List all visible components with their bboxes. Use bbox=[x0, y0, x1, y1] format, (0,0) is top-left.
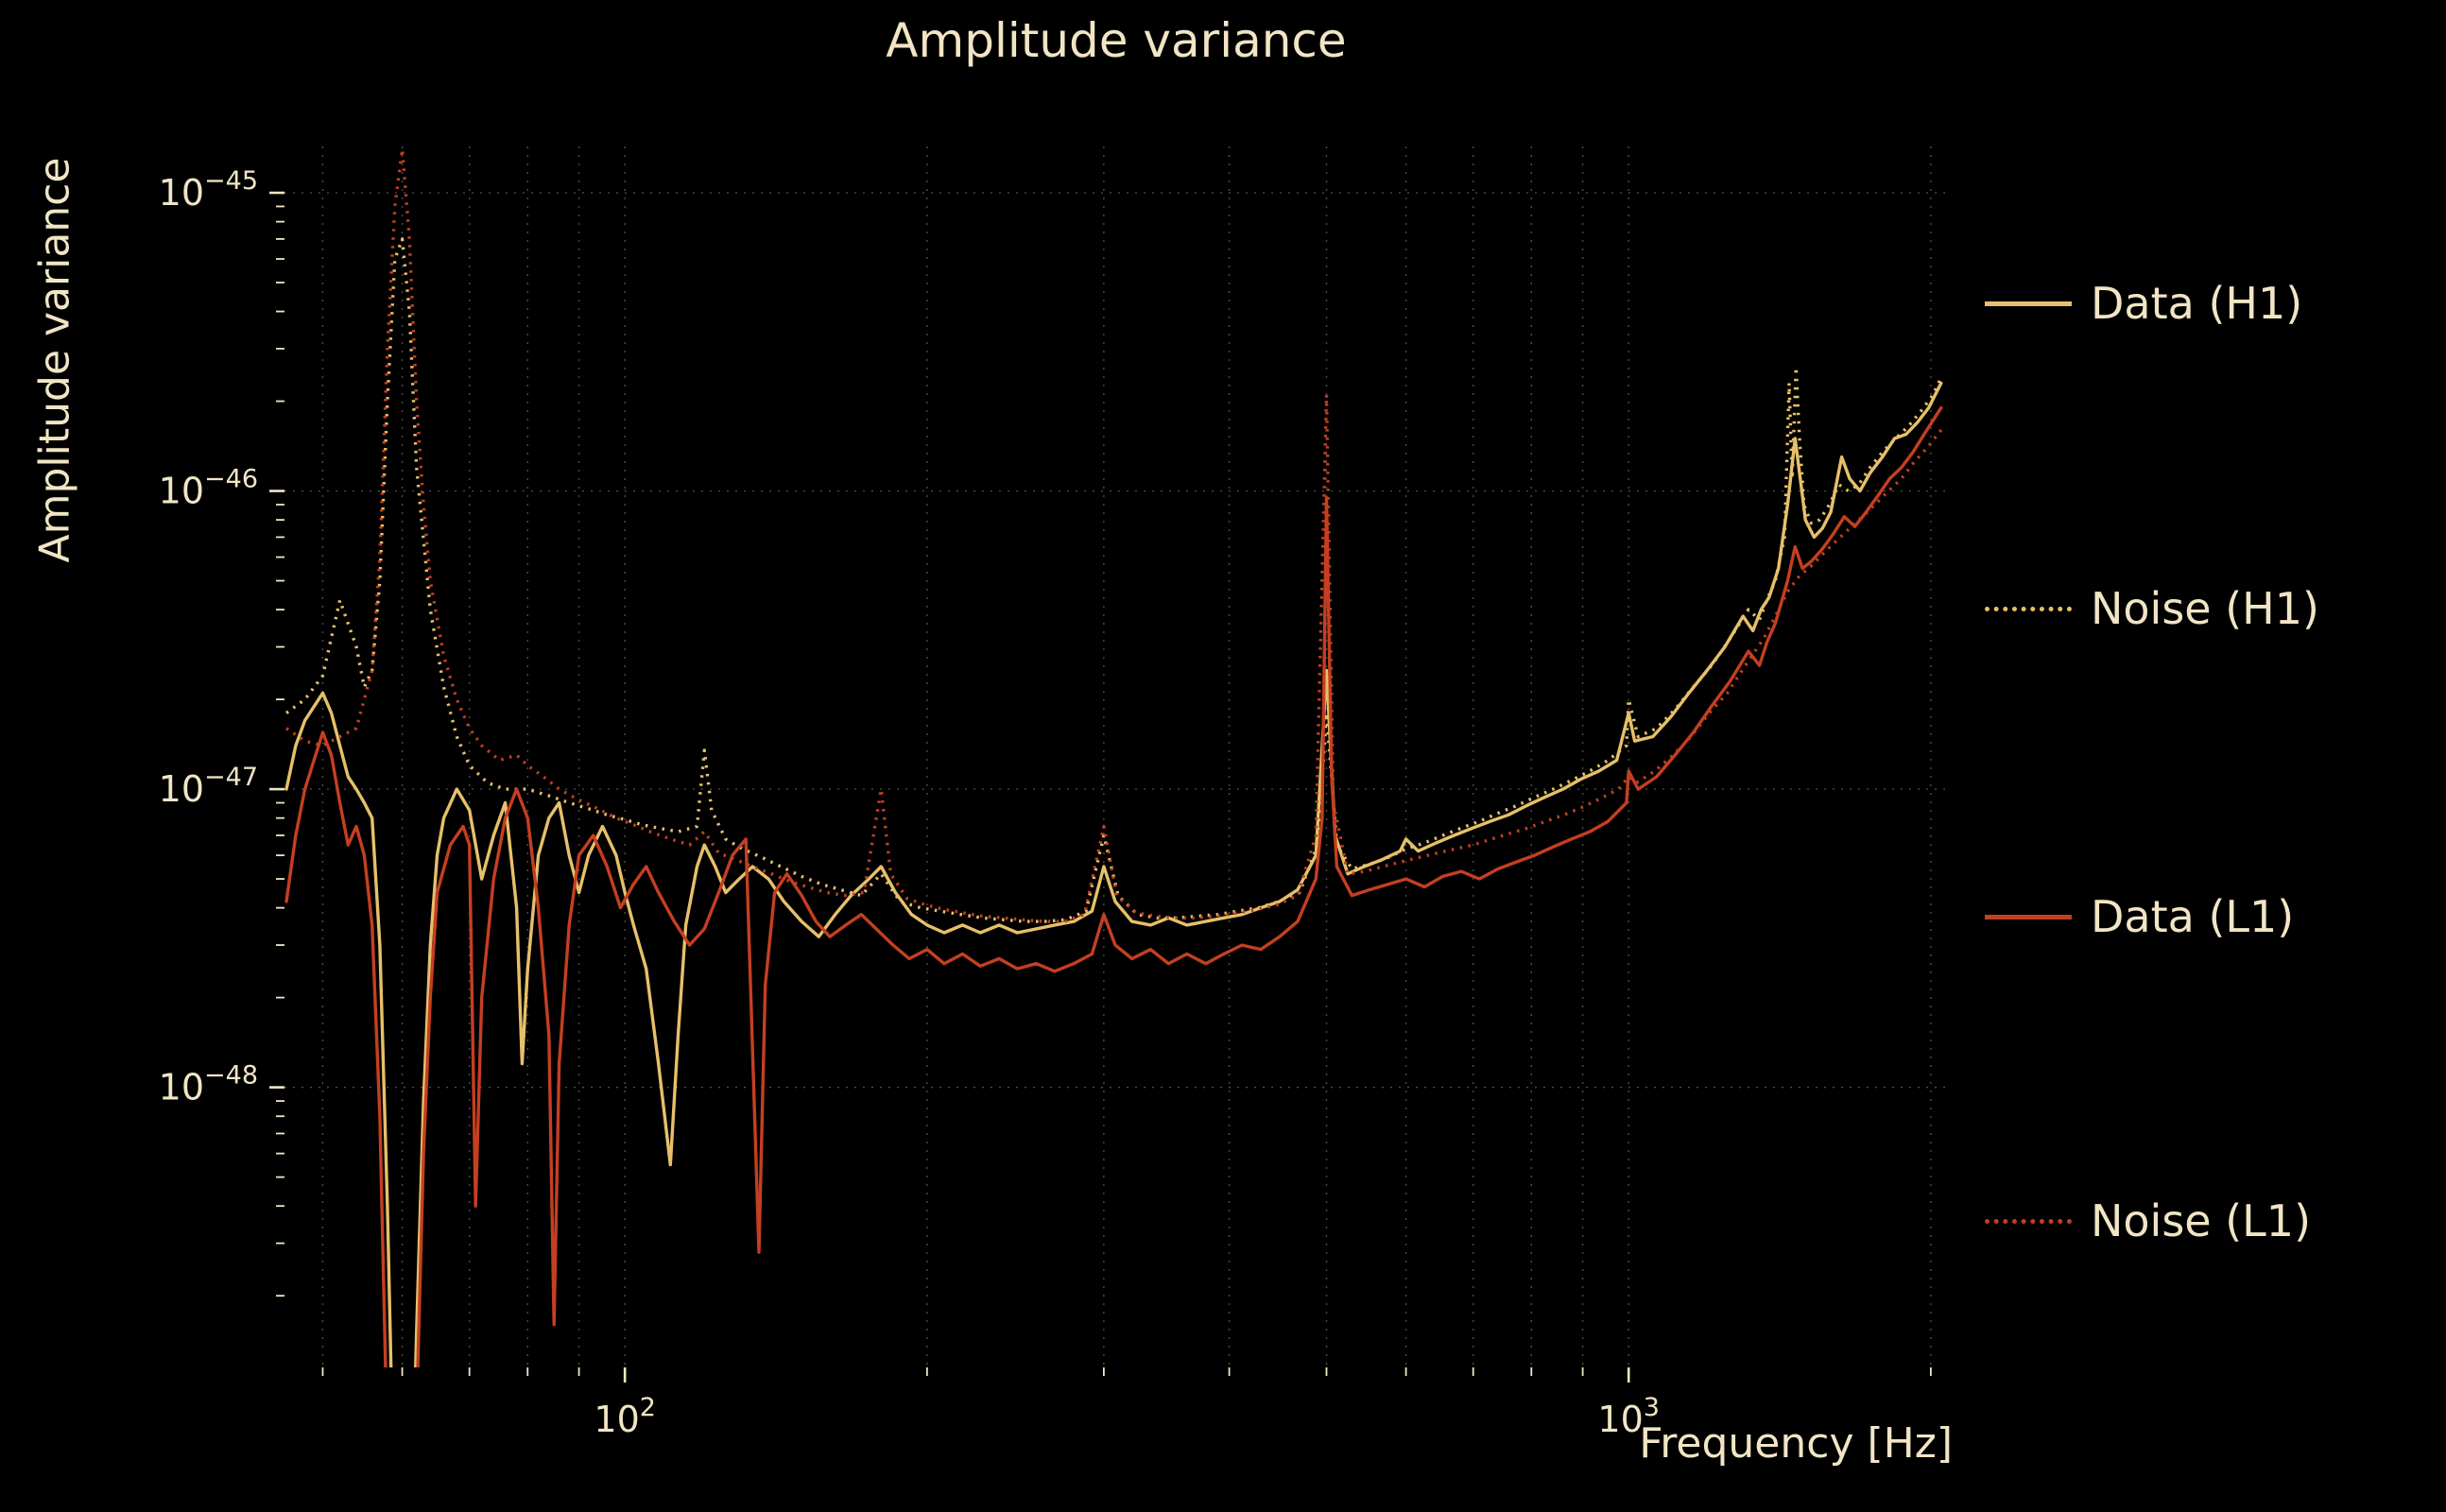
legend-line-sample-noise-l1 bbox=[1985, 1218, 2072, 1224]
legend-item-data-l1: Data (L1) bbox=[1985, 891, 2295, 942]
tick-label: 10−47 bbox=[159, 763, 258, 810]
series-line-noise-h1 bbox=[284, 237, 1943, 923]
grid bbox=[284, 146, 1948, 1367]
chart-title: Amplitude variance bbox=[886, 13, 1347, 68]
legend-label-data-h1: Data (H1) bbox=[2091, 278, 2303, 329]
x-axis-label: Frequency [Hz] bbox=[1639, 1419, 1953, 1468]
legend-item-noise-h1: Noise (H1) bbox=[1985, 583, 2319, 634]
legend-label-noise-l1: Noise (L1) bbox=[2091, 1195, 2312, 1246]
legend-item-noise-l1: Noise (L1) bbox=[1985, 1195, 2312, 1246]
legend: Data (H1) Noise (H1) Data (L1) Noise (L1… bbox=[1985, 0, 2446, 1512]
axis-ticks bbox=[269, 191, 1932, 1383]
tick-label: 10−48 bbox=[159, 1061, 258, 1108]
legend-label-data-l1: Data (L1) bbox=[2091, 891, 2295, 942]
tick-label: 102 bbox=[594, 1393, 656, 1440]
legend-line-sample-data-l1 bbox=[1985, 914, 2072, 919]
legend-line-sample-data-h1 bbox=[1985, 301, 2072, 306]
series-line-data-h1 bbox=[284, 381, 1943, 1367]
legend-line-sample-noise-h1 bbox=[1985, 606, 2072, 611]
legend-label-noise-h1: Noise (H1) bbox=[2091, 583, 2319, 634]
series-group bbox=[284, 147, 1943, 1367]
tick-label: 10−46 bbox=[159, 465, 258, 512]
series-line-noise-l1 bbox=[285, 147, 1943, 923]
legend-item-data-h1: Data (H1) bbox=[1985, 278, 2303, 329]
series-line-data-l1 bbox=[284, 405, 1943, 1367]
tick-label: 10−45 bbox=[159, 166, 258, 214]
